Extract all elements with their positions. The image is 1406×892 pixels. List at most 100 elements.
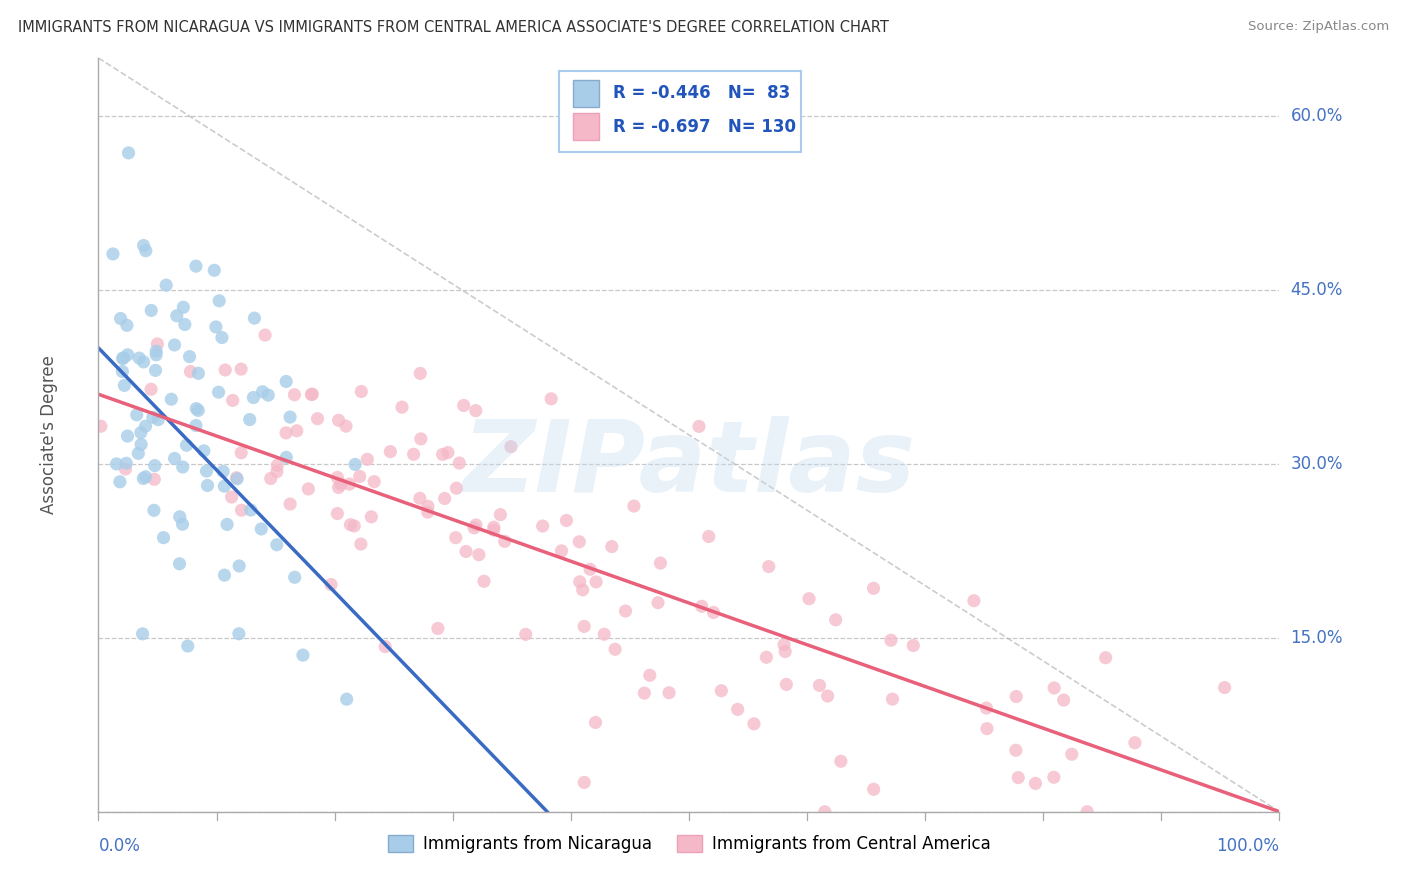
Point xyxy=(211,330,233,344)
Point xyxy=(115,318,138,333)
Point xyxy=(239,503,262,517)
Point xyxy=(409,367,432,381)
Text: ZIPatlas: ZIPatlas xyxy=(463,417,915,514)
Point xyxy=(169,557,191,571)
Point xyxy=(464,403,486,417)
Point xyxy=(444,531,467,545)
Point xyxy=(585,715,607,730)
Point xyxy=(117,145,139,160)
Point xyxy=(90,419,112,434)
Point xyxy=(903,639,925,653)
Point xyxy=(402,447,425,461)
Point xyxy=(111,364,134,378)
Point xyxy=(1024,776,1046,790)
Point xyxy=(266,538,288,552)
Point xyxy=(540,392,562,406)
Point xyxy=(572,619,595,633)
Point xyxy=(446,481,468,495)
Point xyxy=(142,410,165,425)
Point xyxy=(773,638,796,652)
Point xyxy=(710,683,733,698)
Point xyxy=(274,425,297,440)
Point xyxy=(179,365,201,379)
Point xyxy=(814,805,837,819)
Point xyxy=(266,458,288,473)
Point xyxy=(339,477,361,491)
Point xyxy=(409,491,432,506)
Point xyxy=(172,460,194,475)
Point xyxy=(217,517,239,532)
Point xyxy=(650,556,672,570)
Point xyxy=(117,348,139,362)
Point xyxy=(135,419,157,434)
Point xyxy=(172,300,194,314)
Point xyxy=(1076,805,1098,819)
Point xyxy=(808,678,831,692)
Point xyxy=(515,627,537,641)
Point xyxy=(231,503,253,517)
Point xyxy=(221,490,243,504)
Point xyxy=(208,293,231,308)
Point xyxy=(449,456,471,470)
Point xyxy=(633,686,655,700)
Point xyxy=(176,438,198,452)
Point xyxy=(214,568,236,582)
Text: IMMIGRANTS FROM NICARAGUA VS IMMIGRANTS FROM CENTRAL AMERICA ASSOCIATE'S DEGREE : IMMIGRANTS FROM NICARAGUA VS IMMIGRANTS … xyxy=(18,20,889,35)
Point xyxy=(163,451,186,466)
FancyBboxPatch shape xyxy=(574,113,599,140)
Point xyxy=(360,509,382,524)
Point xyxy=(579,562,602,576)
Point xyxy=(356,452,378,467)
Point xyxy=(135,470,157,484)
Point xyxy=(260,471,283,485)
Point xyxy=(146,337,169,351)
Point xyxy=(184,418,207,433)
Text: R = -0.697   N= 130: R = -0.697 N= 130 xyxy=(613,118,796,136)
Point xyxy=(350,537,373,551)
Point xyxy=(166,309,188,323)
Point xyxy=(416,505,439,519)
Point xyxy=(117,429,139,443)
Point xyxy=(703,606,725,620)
Point xyxy=(432,447,454,461)
Point xyxy=(141,303,163,318)
Text: 45.0%: 45.0% xyxy=(1291,281,1343,299)
Point xyxy=(278,497,301,511)
Point xyxy=(380,444,402,458)
Point xyxy=(276,375,298,389)
Point xyxy=(142,503,165,517)
Point xyxy=(278,410,301,425)
Point xyxy=(817,689,839,703)
Point xyxy=(143,458,166,473)
Text: 0.0%: 0.0% xyxy=(98,837,141,855)
Point xyxy=(482,523,505,537)
Point xyxy=(335,419,357,434)
Legend: Immigrants from Nicaragua, Immigrants from Central America: Immigrants from Nicaragua, Immigrants fr… xyxy=(381,829,997,860)
Point xyxy=(155,278,177,293)
Point xyxy=(307,411,329,425)
Point xyxy=(214,479,236,493)
Point xyxy=(195,464,218,478)
Point xyxy=(433,491,456,506)
Point xyxy=(125,408,148,422)
Point xyxy=(862,782,884,797)
Point xyxy=(297,482,319,496)
Point xyxy=(690,599,713,614)
Text: Source: ZipAtlas.com: Source: ZipAtlas.com xyxy=(1249,20,1389,33)
Point xyxy=(111,351,134,366)
Point xyxy=(254,328,277,343)
Point xyxy=(339,517,361,532)
Point xyxy=(205,320,228,334)
Point xyxy=(880,633,903,648)
Point xyxy=(226,472,249,486)
Point xyxy=(184,259,207,273)
Text: 60.0%: 60.0% xyxy=(1291,107,1343,125)
Text: 30.0%: 30.0% xyxy=(1291,455,1343,473)
Point xyxy=(242,391,264,405)
Point xyxy=(638,668,661,682)
Point xyxy=(755,650,778,665)
Point xyxy=(465,518,488,533)
Point xyxy=(228,626,250,640)
Point xyxy=(463,521,485,535)
Point xyxy=(1213,681,1236,695)
